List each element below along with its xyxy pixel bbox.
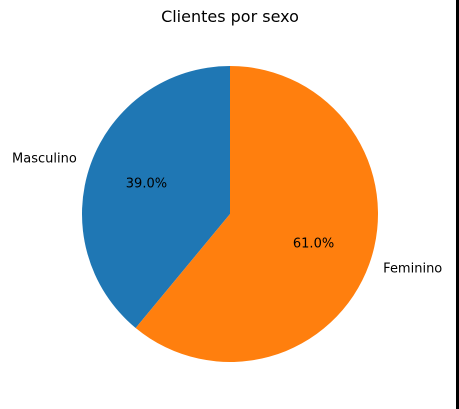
pie-labels: 39.0% Masculino 61.0% Feminino (12, 151, 442, 276)
pie-slice-feminino (135, 66, 379, 362)
pie-slice-masculino (82, 66, 230, 329)
pie-category-label: Masculino (12, 151, 77, 166)
pie-category-label: Feminino (383, 262, 442, 277)
pie-percent-label: 61.0% (293, 237, 334, 252)
pie-slices (82, 66, 379, 362)
pie-percent-label: 39.0% (126, 176, 167, 191)
window-right-edge (456, 0, 459, 409)
chart-title: Clientes por sexo (161, 7, 299, 26)
